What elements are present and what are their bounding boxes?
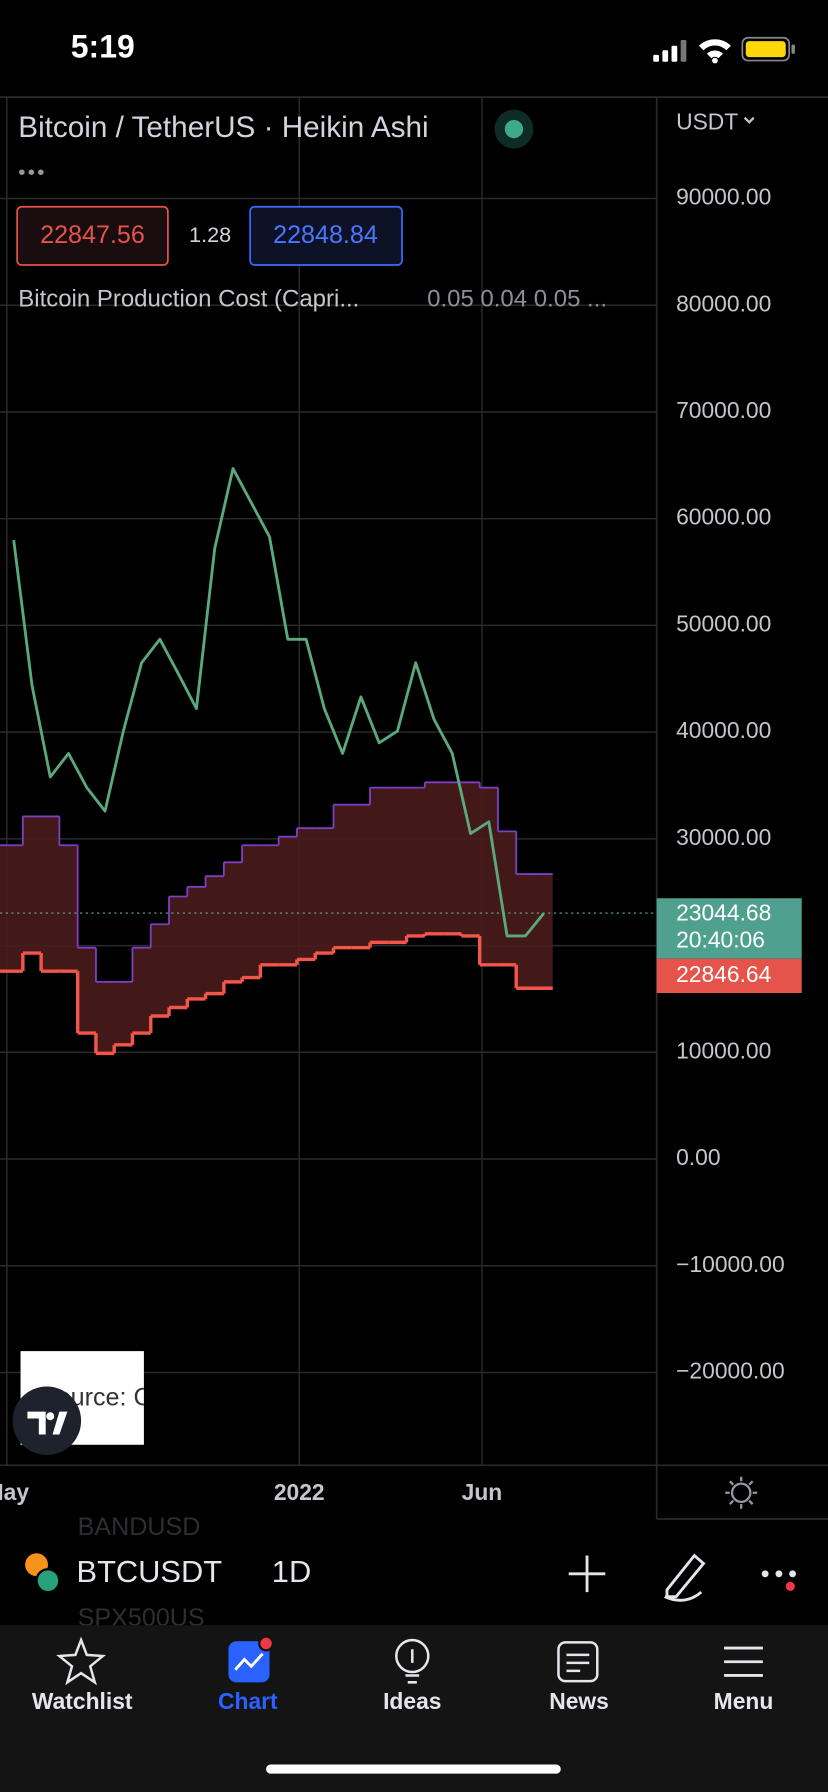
symbol[interactable]: BTCUSDT [77,1554,223,1589]
tv-logo-dot [46,1412,55,1421]
tab-label[interactable]: Chart [218,1688,278,1714]
sell-price: 22847.56 [40,221,145,249]
add-button[interactable] [568,1555,606,1593]
x-tick-label: 2022 [274,1479,325,1505]
indicator-name[interactable]: Bitcoin Production Cost (Capri... [18,286,359,313]
tv-logo-mark [27,1411,68,1435]
y-tick-label: 30000.00 [676,824,771,850]
cost-price: 22846.64 [676,961,772,987]
y-tick-label: 60000.00 [676,504,771,530]
buy-price: 22848.84 [273,221,378,249]
more-menu-button[interactable] [761,1570,797,1591]
tab-label[interactable]: Menu [714,1688,774,1714]
y-tick-label: 10000.00 [676,1037,771,1063]
more-button[interactable]: ••• [18,161,46,184]
tab-bar [0,1625,828,1792]
last-price: 23044.68 [676,899,771,925]
y-tick-label: 50000.00 [676,610,771,636]
cost-price-box [656,958,802,994]
x-tick-label: May [0,1479,29,1505]
y-tick-label: 70000.00 [676,397,771,423]
y-tick-label: −20000.00 [676,1358,785,1384]
watchlist-icon[interactable] [56,1636,107,1686]
chart-title: Bitcoin / TetherUS · Heikin Ashi [18,111,428,144]
tab-label[interactable]: Watchlist [32,1688,133,1714]
draw-button[interactable] [664,1553,706,1602]
y-tick-label: 40000.00 [676,717,771,743]
tv-logo[interactable] [12,1386,82,1456]
menu-icon[interactable] [724,1646,763,1677]
plot-area [0,97,657,1466]
spread: 1.28 [189,222,231,247]
tab-label[interactable]: News [549,1688,609,1714]
currency-chevron [743,116,755,124]
theme-button[interactable] [725,1476,758,1509]
news-icon[interactable] [557,1641,599,1683]
status-dot [504,119,524,139]
ghost-symbol: BANDUSD [78,1513,201,1541]
x-tick-label: Jun [462,1479,503,1505]
tab-label[interactable]: Ideas [383,1688,441,1714]
interval[interactable]: 1D [272,1554,311,1589]
status-time: 5:19 [71,29,135,65]
home-indicator [266,1764,561,1774]
last-price-box [656,898,802,959]
sell-button[interactable] [16,205,169,266]
ideas-icon[interactable] [395,1638,430,1684]
chart-icon-line [234,1652,264,1671]
currency-selector[interactable]: USDT [676,108,738,134]
cost-band-fill [0,782,553,1054]
toolbar [0,1520,828,1626]
indicator-values: 0.05 0.04 0.05 ... [427,286,607,313]
status-icons [653,36,795,64]
y-tick-label: 0.00 [676,1144,720,1170]
y-tick-label: −10000.00 [676,1251,785,1277]
countdown: 20:40:06 [676,927,765,953]
chart-badge [258,1635,275,1652]
y-tick-label: 80000.00 [676,290,771,316]
buy-button[interactable] [249,205,403,266]
price-line [12,467,545,938]
y-tick-label: 90000.00 [676,184,771,210]
chart-icon[interactable] [228,1641,270,1683]
usdt-icon [35,1568,61,1594]
